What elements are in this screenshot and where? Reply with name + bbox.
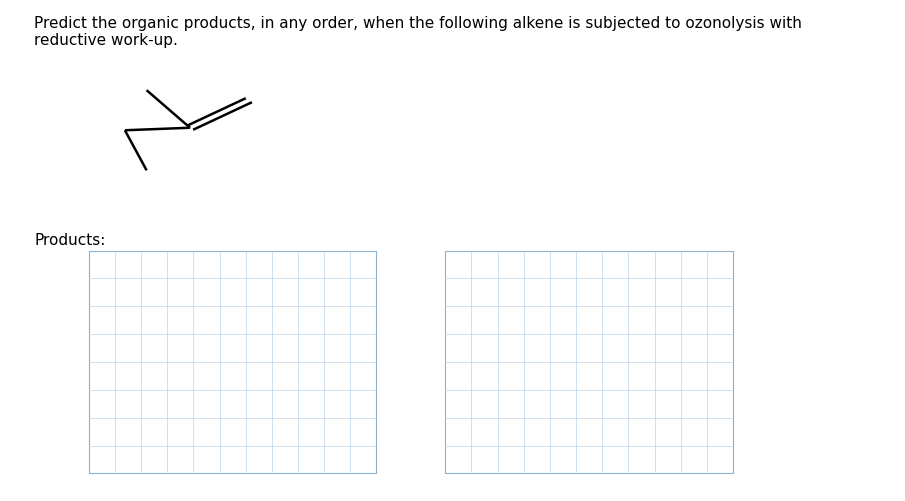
Text: Predict the organic products, in any order, when the following alkene is subject: Predict the organic products, in any ord… bbox=[34, 16, 802, 49]
Bar bbox=[445, 250, 733, 473]
Bar bbox=[89, 250, 376, 473]
Text: Products:: Products: bbox=[34, 233, 106, 248]
